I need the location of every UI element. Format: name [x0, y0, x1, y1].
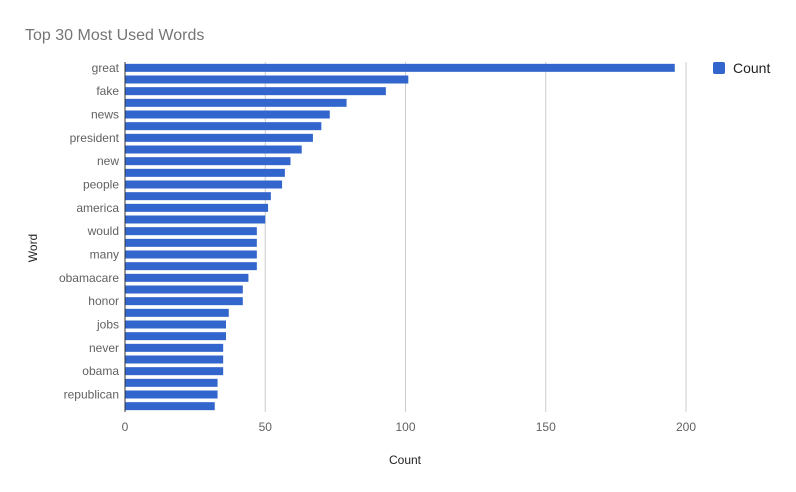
y-tick-label-people: people	[83, 178, 119, 192]
bar-0[interactable]	[125, 63, 675, 72]
bar-series	[125, 63, 675, 411]
bar-11[interactable]	[125, 192, 271, 201]
y-axis-title: Word	[26, 234, 40, 262]
bar-3[interactable]	[125, 98, 347, 107]
bar-26[interactable]	[125, 367, 224, 376]
legend[interactable]: Count	[713, 60, 770, 76]
bar-17[interactable]	[125, 262, 257, 271]
bar-22[interactable]	[125, 320, 226, 329]
y-tick-label-honor: honor	[88, 294, 119, 308]
legend-label: Count	[733, 60, 770, 76]
y-tick-label-obamacare: obamacare	[59, 271, 119, 285]
bar-29[interactable]	[125, 402, 215, 411]
x-axis-title: Count	[389, 453, 422, 467]
chart-title: Top 30 Most Used Words	[25, 27, 204, 44]
y-tick-label-many: many	[90, 248, 119, 262]
bar-16[interactable]	[125, 250, 257, 259]
y-tick-label-never: never	[89, 341, 119, 355]
y-tick-label-president: president	[70, 131, 120, 145]
bar-19[interactable]	[125, 285, 243, 294]
y-tick-label-new: new	[97, 154, 119, 168]
bar-25[interactable]	[125, 355, 224, 364]
y-tick-labels: great fake news president new people america wo…	[59, 61, 120, 402]
x-tick-label: 100	[395, 420, 415, 434]
y-tick-label-fake: fake	[96, 84, 119, 98]
bar-7[interactable]	[125, 145, 302, 154]
y-tick-label-would: would	[87, 224, 119, 238]
bar-4[interactable]	[125, 110, 330, 119]
y-tick-label-great: great	[92, 61, 120, 75]
x-tick-label: 0	[122, 420, 129, 434]
bar-27[interactable]	[125, 378, 218, 387]
bar-28[interactable]	[125, 390, 218, 399]
bar-6[interactable]	[125, 133, 313, 142]
bar-5[interactable]	[125, 122, 322, 131]
bar-18[interactable]	[125, 273, 249, 282]
bar-21[interactable]	[125, 308, 229, 317]
bar-14[interactable]	[125, 227, 257, 236]
y-tick-label-jobs: jobs	[96, 318, 119, 332]
x-tick-labels: 0 50 100 150 200	[122, 420, 697, 434]
bar-13[interactable]	[125, 215, 266, 224]
y-tick-label-republican: republican	[64, 388, 119, 402]
x-tick-label: 50	[259, 420, 273, 434]
x-tick-label: 150	[536, 420, 556, 434]
bar-15[interactable]	[125, 238, 257, 247]
bar-8[interactable]	[125, 157, 291, 166]
y-tick-label-america: america	[76, 201, 119, 215]
bar-24[interactable]	[125, 343, 224, 352]
y-tick-label-obama: obama	[82, 364, 119, 378]
bar-2[interactable]	[125, 87, 386, 96]
bar-10[interactable]	[125, 180, 283, 189]
bar-23[interactable]	[125, 332, 226, 341]
y-tick-label-news: news	[91, 108, 119, 122]
bar-12[interactable]	[125, 203, 269, 212]
bar-1[interactable]	[125, 75, 409, 84]
bar-20[interactable]	[125, 297, 243, 306]
gridlines	[264, 62, 687, 412]
x-tick-label: 200	[676, 420, 696, 434]
legend-swatch	[713, 62, 725, 74]
bar-9[interactable]	[125, 168, 285, 177]
